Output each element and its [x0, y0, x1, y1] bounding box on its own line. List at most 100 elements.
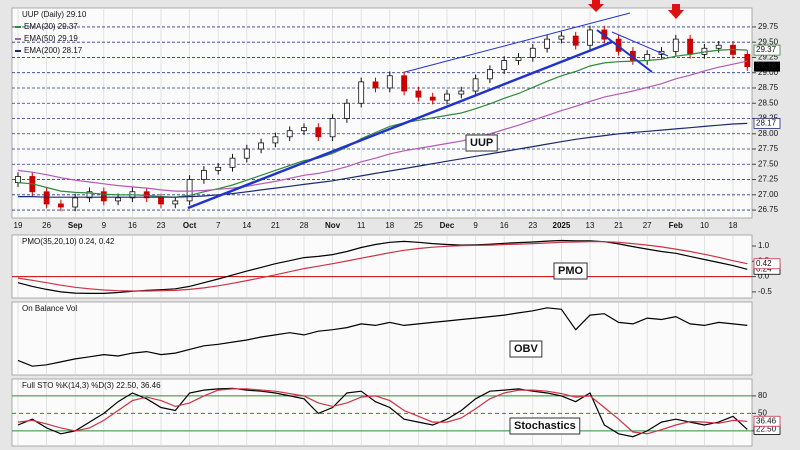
candle-body	[444, 93, 450, 101]
candle-body	[672, 38, 679, 52]
candle-body	[587, 29, 593, 46]
candle-body	[358, 81, 365, 104]
value-tag	[753, 415, 781, 427]
x-tick-label: 2025	[553, 221, 571, 230]
x-tick-label: 16	[128, 221, 137, 230]
x-tick-label: 21	[271, 221, 280, 230]
x-tick-label: 19	[14, 221, 23, 230]
candle-body	[386, 75, 393, 89]
plot-layer: 26.7527.0027.2527.5027.7528.0028.2528.50…	[12, 8, 781, 446]
candle-body	[72, 197, 79, 208]
x-tick-label: 28	[300, 221, 309, 230]
y-tick-label: 29.75	[758, 22, 779, 31]
arrow	[668, 4, 684, 19]
x-tick-label: Sep	[68, 221, 83, 230]
y-tick-label: 80	[758, 391, 767, 400]
series-line	[17, 307, 748, 367]
x-tick-label: 10	[700, 221, 709, 230]
series-line	[17, 48, 748, 198]
candle-body	[458, 90, 465, 95]
x-tick-label: 18	[729, 221, 738, 230]
candle-body	[558, 35, 565, 40]
value-tag	[753, 258, 781, 270]
y-tick-label: 29.50	[758, 37, 779, 46]
y-tick-label: 28.75	[758, 83, 779, 92]
candle-body	[301, 127, 307, 132]
series-line	[17, 241, 748, 292]
trendline	[596, 29, 653, 73]
panel-title: PMO(35,20,10) 0.24, 0.42	[22, 237, 115, 246]
candle-body	[43, 191, 50, 205]
candle-body	[172, 200, 179, 205]
value-tag-label: 0.42	[756, 259, 772, 268]
x-tick-label: 25	[414, 221, 423, 230]
legend-label: EMA(50) 29.19	[24, 34, 78, 43]
x-tick-label: Oct	[183, 221, 197, 230]
candle-body	[501, 60, 508, 71]
y-tick-label: 0.0	[758, 272, 770, 281]
candle-body	[343, 102, 350, 119]
y-tick-label: 28.00	[758, 129, 779, 138]
candle-body	[272, 136, 279, 144]
x-tick-label: 7	[216, 221, 221, 230]
candle-body	[544, 38, 550, 49]
x-tick-label: 13	[586, 221, 595, 230]
annotation: PMO	[558, 265, 584, 277]
y-tick-label: 29.25	[758, 53, 779, 62]
value-tag-label: 28.17	[756, 118, 777, 127]
candle-body	[486, 69, 493, 80]
panel-frames	[11, 7, 753, 447]
annotation: Stochastics	[514, 420, 576, 432]
panel-title: UUP (Daily) 29.10	[22, 10, 87, 19]
candle-body	[415, 90, 422, 98]
candle-body	[200, 169, 207, 180]
x-tick-label: Dec	[440, 221, 455, 230]
x-tick-label: 11	[357, 221, 366, 230]
candle-body	[529, 47, 536, 58]
annotation-box	[465, 134, 498, 152]
candle-body	[429, 96, 436, 101]
panel	[11, 378, 753, 447]
candle-body	[186, 179, 193, 202]
candle-body	[472, 78, 479, 92]
y-tick-label: 29.00	[758, 68, 779, 77]
candle-body	[215, 166, 222, 171]
trendline	[404, 12, 631, 73]
value-tag	[754, 61, 780, 72]
candle-body	[158, 197, 164, 205]
candle-body	[372, 81, 379, 89]
legend-label: EMA(200) 28.17	[24, 46, 83, 55]
y-tick-label: 26.75	[758, 205, 779, 214]
candle-body	[115, 197, 121, 202]
value-tag-label: 29.37	[756, 45, 777, 54]
x-tick-label: 9	[473, 221, 478, 230]
candle-body	[229, 157, 236, 168]
x-tick-label: 23	[157, 221, 166, 230]
candle-body	[315, 127, 322, 138]
annotation-box	[509, 340, 543, 358]
arrows	[588, 0, 684, 19]
y-tick-label: 27.75	[758, 144, 779, 153]
x-tick-label: Nov	[325, 221, 341, 230]
x-tick-label: 21	[614, 221, 623, 230]
candle-body	[15, 176, 21, 183]
candle-body	[515, 57, 522, 61]
y-tick-label: 27.50	[758, 159, 779, 168]
x-tick-label: 23	[528, 221, 537, 230]
x-tick-label: 27	[643, 221, 652, 230]
candle-body	[100, 191, 107, 202]
x-tick-label: 26	[42, 221, 51, 230]
panel-title: On Balance Vol	[22, 304, 77, 313]
panel	[11, 7, 753, 219]
legend-label: EMA(20) 29.37	[24, 22, 78, 31]
candle-body	[744, 53, 751, 68]
candle-body	[243, 148, 250, 159]
annotation-box	[553, 262, 588, 280]
candle-body	[258, 142, 265, 150]
value-tag	[753, 117, 781, 129]
x-tick-label: 18	[385, 221, 394, 230]
y-tick-label: -0.5	[758, 287, 772, 296]
trendline	[187, 40, 613, 210]
annotation: UUP	[470, 137, 493, 149]
